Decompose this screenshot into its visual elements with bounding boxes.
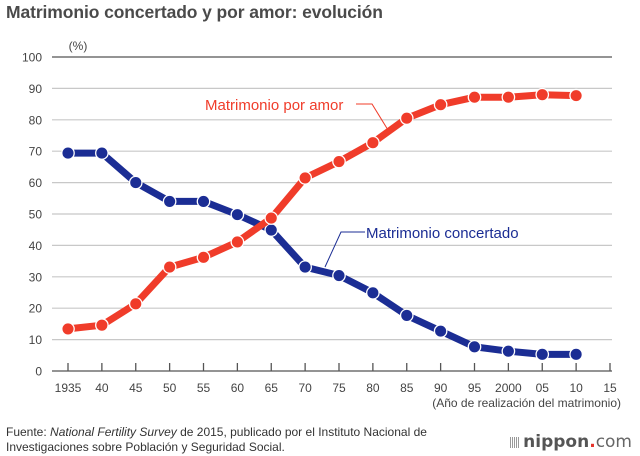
x-tick-label: 75 [332,381,346,395]
x-tick-label: 40 [95,381,109,395]
leader-line-amor [356,103,389,131]
data-point [569,347,583,362]
logo-suffix: com [595,432,632,452]
data-point [366,135,380,150]
data-point [95,318,109,333]
x-tick-label: 65 [265,381,279,395]
series-line [68,149,577,358]
data-point [332,154,346,169]
y-axis-unit-label: (%) [69,39,88,53]
leader-line-concertado [324,231,365,268]
series-labels: Matrimonio por amor Matrimonio concertado [205,97,519,268]
y-tick-label: 80 [29,113,43,127]
data-point [501,344,516,359]
series-line [67,91,577,333]
x-tick-label: 1935 [55,381,82,395]
y-tick-label: 90 [29,82,43,96]
gridlines [52,56,612,341]
data-point [467,90,482,105]
x-tick-label: 90 [434,381,448,395]
y-tick-label: 20 [29,302,43,316]
data-point [399,111,414,126]
logo-dot: . [589,432,596,452]
x-axis: 1935 40 45 50 55 60 65 70 75 80 85 90 95 2000 05 10 15 [52,363,617,395]
x-tick-label: 2000 [495,381,522,395]
data-point [264,223,279,237]
source-rest: de 2015, publicado por el Instituto Naci… [176,425,427,439]
data-point [366,285,380,300]
y-tick-label: 60 [29,176,43,190]
data-point [162,194,177,209]
source-prefix: Fuente: [6,425,51,439]
data-point [162,260,177,274]
data-point [230,235,245,249]
data-point [569,88,583,103]
y-axis-ticks: 0 10 20 30 40 50 60 70 80 90 100 [22,51,42,379]
data-point [95,146,109,160]
data-point [61,322,75,336]
y-tick-label: 40 [29,239,43,253]
data-point [196,194,211,209]
data-point [230,207,245,222]
x-tick-label: 95 [468,381,482,395]
logo-bars-icon [510,437,520,448]
data-point [128,175,143,190]
series-label-concertado: Matrimonio concertado [366,225,519,242]
x-tick-label: 70 [298,381,312,395]
x-tick-label: 80 [366,381,380,395]
logo-name: nippon [523,432,590,452]
y-tick-label: 50 [29,208,43,222]
data-point [535,347,550,362]
data-point [298,260,312,274]
x-tick-label: 10 [569,381,583,395]
line-chart: 0 10 20 30 40 50 60 70 80 90 100 (%) 1935 40 45 50 55 6… [22,39,621,410]
x-tick-label: 15 [603,381,617,395]
y-tick-label: 0 [35,365,42,379]
x-tick-label: 05 [536,381,550,395]
source-line2: Investigaciones sobre Población y Seguri… [6,440,285,454]
y-tick-label: 30 [29,270,43,284]
series-concertado [61,146,583,362]
x-tick-label: 50 [163,381,177,395]
x-axis-label: (Año de realización del matrimonio) [432,396,621,410]
data-point [501,90,516,105]
data-point [399,308,414,323]
data-point [128,296,143,311]
data-point [196,250,211,265]
data-point [264,211,279,225]
data-point [332,268,346,283]
x-tick-label: 45 [129,381,143,395]
source-survey-name: National Fertility Survey [50,425,177,439]
x-tick-label: 85 [400,381,414,395]
x-tick-label: 55 [197,381,211,395]
data-point [535,87,550,102]
x-tick-label: 60 [231,381,245,395]
data-point [61,146,75,160]
series-label-amor: Matrimonio por amor [205,97,343,114]
data-point [433,97,448,112]
y-tick-label: 100 [22,51,42,65]
nippon-logo: nippon.com [510,432,632,452]
chart-title: Matrimonio concertado y por amor: evoluc… [6,2,383,22]
y-tick-label: 10 [29,333,43,347]
data-point [298,171,312,185]
data-point [467,339,482,354]
y-tick-label: 70 [29,145,43,159]
source-note: Fuente: National Fertility Survey de 201… [6,425,427,455]
series-lines [61,87,583,362]
data-point [433,324,448,338]
series-amor [61,87,583,336]
